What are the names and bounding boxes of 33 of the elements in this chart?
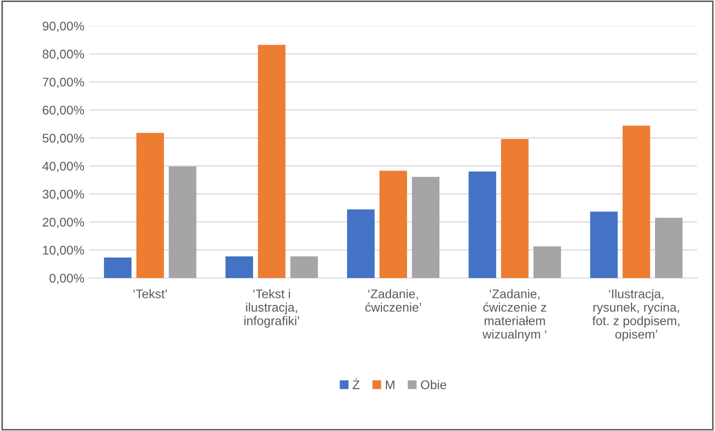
y-tick-label: 10,00% (43, 246, 84, 256)
bar (654, 218, 683, 278)
bar (501, 139, 529, 278)
legend-label: M (386, 380, 394, 390)
y-tick-label: 30,00% (42, 190, 84, 200)
legend-label: Ż (352, 378, 360, 390)
y-tick-label: 20,00% (42, 218, 84, 228)
bar (533, 246, 561, 278)
bar (258, 44, 286, 278)
x-tick-label: ‘Zadanie, ćwiczenie’ (365, 289, 421, 312)
bar (290, 256, 318, 278)
x-tick-label: ‘Tekst i ilustracja, infografiki’ (244, 289, 300, 328)
bar (104, 258, 132, 278)
x-tick-label: ‘Tekst’ (134, 289, 167, 298)
bar (379, 170, 408, 278)
x-tick-label: ‘Zadanie, ćwiczenie z materiałem wizualnym ‘ (482, 289, 546, 342)
bar (622, 126, 650, 278)
x-tick-label: ‘Ilustracja, rysunek, rycina, fot. z podpisem, opisem’ (592, 289, 680, 342)
y-tick-label: 50,00% (42, 134, 84, 144)
bar (168, 166, 196, 278)
bar (590, 212, 618, 278)
y-tick-label: 40,00% (42, 162, 84, 172)
y-tick-label: 90,00% (42, 22, 84, 32)
bar (226, 256, 254, 278)
legend-label: Obie (420, 380, 446, 390)
y-tick-label: 60,00% (42, 106, 84, 116)
y-tick-label: 80,00% (42, 50, 84, 60)
bar (468, 172, 496, 278)
bar (412, 176, 440, 278)
bar (136, 132, 164, 278)
y-tick-label: 70,00% (42, 78, 84, 88)
y-tick-label: 0,00% (50, 274, 84, 284)
bar (347, 209, 375, 278)
